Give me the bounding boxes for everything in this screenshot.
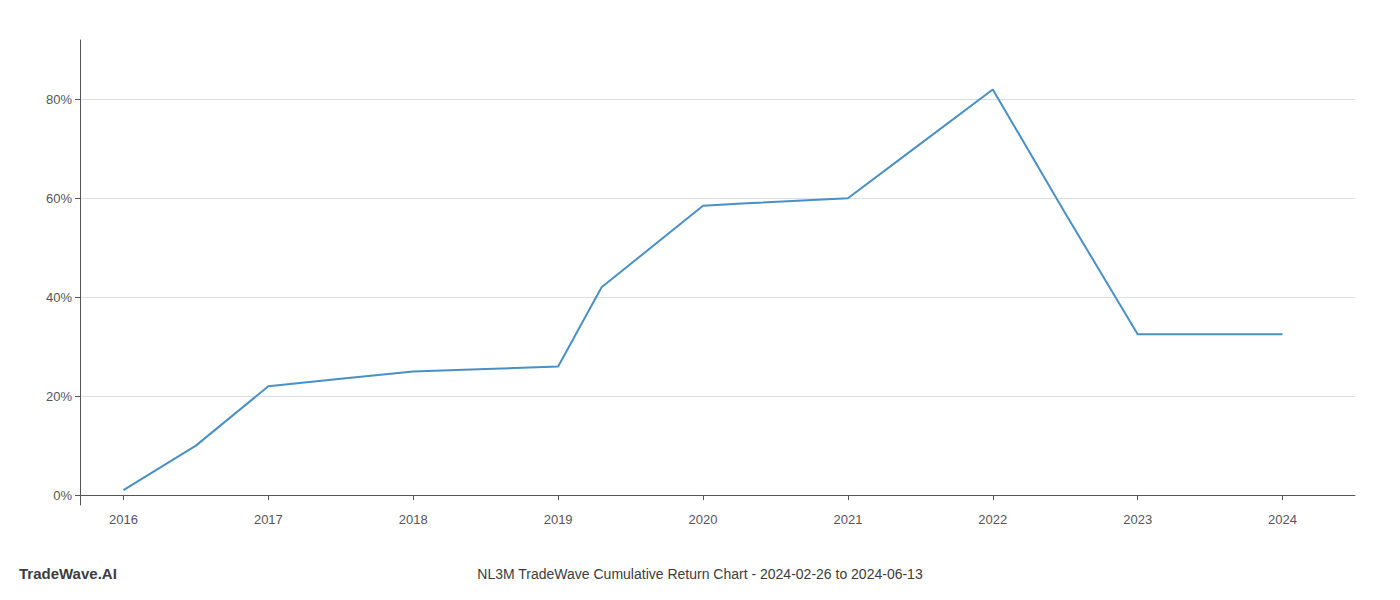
svg-text:0%: 0% [53, 488, 72, 503]
svg-text:2024: 2024 [1268, 512, 1297, 527]
svg-text:NL3M TradeWave Cumulative Retu: NL3M TradeWave Cumulative Return Chart -… [477, 566, 923, 582]
svg-text:2016: 2016 [109, 512, 138, 527]
svg-text:2020: 2020 [689, 512, 718, 527]
svg-text:TradeWave.AI: TradeWave.AI [19, 565, 117, 582]
svg-text:2023: 2023 [1123, 512, 1152, 527]
svg-text:60%: 60% [46, 191, 72, 206]
svg-text:2018: 2018 [399, 512, 428, 527]
svg-text:40%: 40% [46, 290, 72, 305]
svg-text:2019: 2019 [544, 512, 573, 527]
svg-text:80%: 80% [46, 92, 72, 107]
svg-text:20%: 20% [46, 389, 72, 404]
svg-text:2021: 2021 [833, 512, 862, 527]
svg-text:2017: 2017 [254, 512, 283, 527]
svg-text:2022: 2022 [978, 512, 1007, 527]
